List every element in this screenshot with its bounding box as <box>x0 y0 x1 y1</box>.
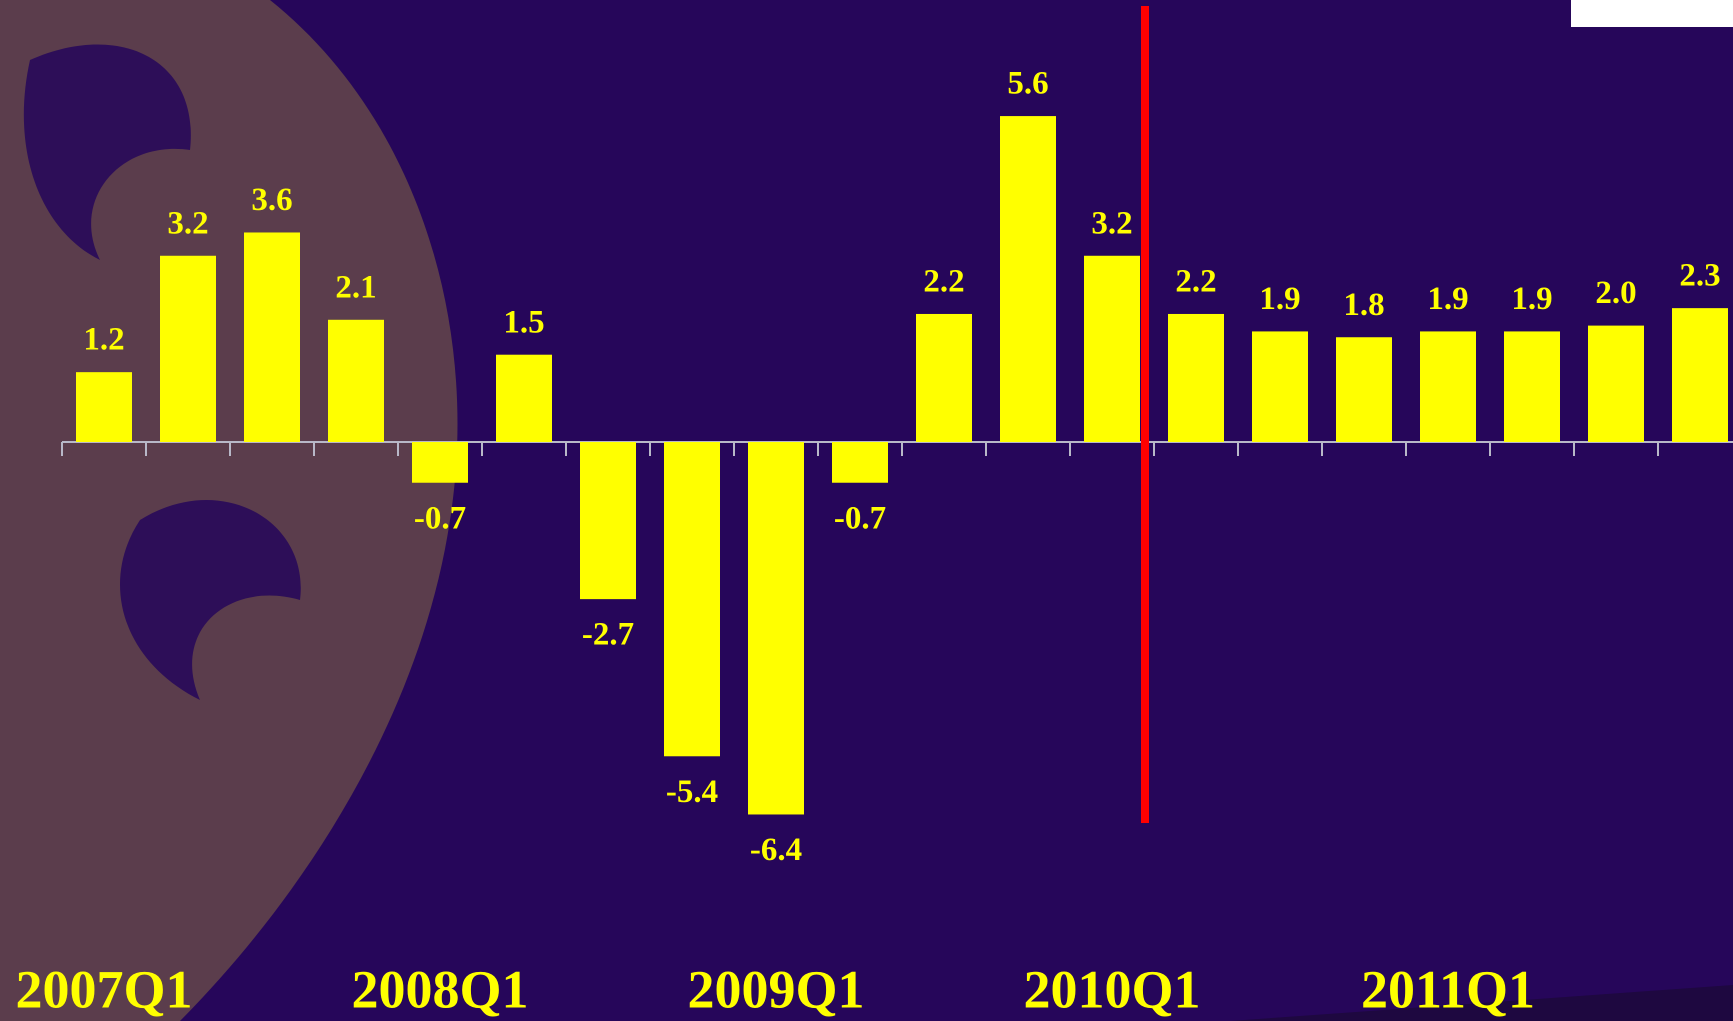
x-tick-label: 2009Q1 <box>687 959 864 1019</box>
bar <box>1252 331 1308 442</box>
data-label: -2.7 <box>582 617 634 653</box>
x-tick-label: 2007Q1 <box>15 959 192 1019</box>
bar <box>244 232 300 442</box>
bar <box>1336 337 1392 442</box>
data-label: 1.9 <box>1259 281 1300 317</box>
data-label: 1.9 <box>1511 281 1552 317</box>
data-label: 2.3 <box>1679 258 1720 294</box>
x-tick-label: 2011Q1 <box>1361 959 1535 1019</box>
bar <box>916 313 972 442</box>
data-label: 2.1 <box>335 269 376 305</box>
bar <box>664 442 720 757</box>
bar <box>748 442 804 815</box>
bar <box>412 442 468 483</box>
data-label: 1.8 <box>1343 287 1384 323</box>
data-label: 5.6 <box>1007 66 1048 102</box>
data-label: -6.4 <box>750 832 802 868</box>
data-label: -5.4 <box>666 774 718 810</box>
data-label: 1.2 <box>83 322 124 358</box>
bar <box>496 354 552 442</box>
bar <box>328 319 384 442</box>
bar <box>160 255 216 442</box>
corner-shape <box>1230 985 1733 1021</box>
x-tick-label: 2008Q1 <box>351 959 528 1019</box>
data-label: 2.2 <box>1175 264 1216 300</box>
bar <box>76 372 132 442</box>
data-label: -0.7 <box>834 500 886 536</box>
data-label: 1.9 <box>1427 281 1468 317</box>
bar <box>1672 308 1728 442</box>
bar <box>1588 325 1644 442</box>
data-label: 3.2 <box>1091 205 1132 241</box>
data-label: -0.7 <box>414 500 466 536</box>
bar <box>1000 116 1056 442</box>
bar <box>1168 313 1224 442</box>
bar <box>1504 331 1560 442</box>
data-label: 3.6 <box>251 182 292 218</box>
data-label: 1.5 <box>503 304 544 340</box>
emblem-cutout <box>23 44 301 701</box>
data-label: 3.2 <box>167 205 208 241</box>
bar <box>1084 255 1140 442</box>
x-tick-label: 2010Q1 <box>1023 959 1200 1019</box>
plot-area: 1.22007Q13.23.62.1-0.72008Q11.5-2.7-5.4-… <box>15 6 1733 1019</box>
corner-logo <box>1571 0 1733 27</box>
data-label: 2.2 <box>923 264 964 300</box>
bar <box>580 442 636 600</box>
bar <box>1420 331 1476 442</box>
bar <box>832 442 888 483</box>
data-label: 2.0 <box>1595 275 1636 311</box>
